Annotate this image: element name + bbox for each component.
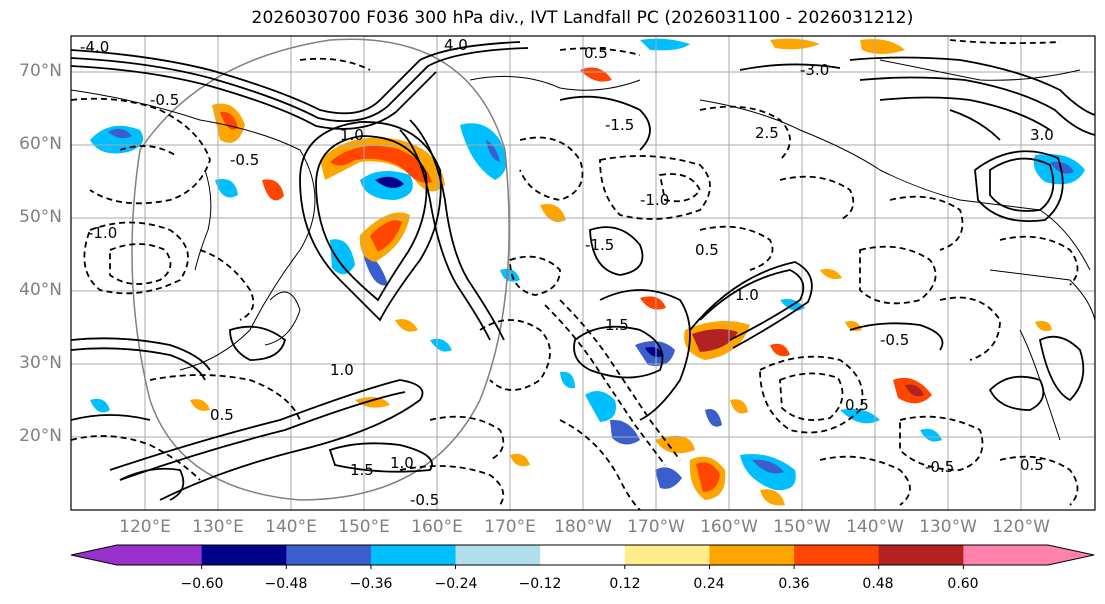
colorbar-tick-label: 0.48 <box>862 576 894 592</box>
contour-label: -1.0 <box>640 191 669 209</box>
colorbar-tick-label: 0.24 <box>693 576 725 592</box>
colorbar-tick-label: −0.36 <box>349 576 393 592</box>
lon-label: 180°W <box>554 517 612 537</box>
colorbar-segment <box>455 545 541 565</box>
colorbar <box>70 544 1095 569</box>
positive-contours <box>71 41 1095 501</box>
contour-label: 0.5 <box>845 396 869 414</box>
lon-label: 160°E <box>411 517 463 537</box>
contour-label: -0.5 <box>230 151 259 169</box>
contour-label: 0.5 <box>210 406 234 424</box>
colorbar-tick-label: 0.60 <box>947 576 979 592</box>
contour-label: -0.5 <box>150 91 179 109</box>
contour-label: 0.5 <box>584 44 608 62</box>
contour-label: -0.5 <box>410 491 439 509</box>
lon-label: 160°W <box>700 517 758 537</box>
colorbar-segment <box>117 545 203 565</box>
negative-contours <box>71 39 1079 510</box>
lat-label: 70°N <box>19 61 62 81</box>
landfall-region-outline <box>131 38 510 501</box>
colorbar-segment <box>963 545 1049 565</box>
lon-label: 120°E <box>119 517 171 537</box>
contour-label: -0.5 <box>925 458 954 476</box>
contour-label: -1.5 <box>585 236 614 254</box>
colorbar-extend-low <box>71 545 117 565</box>
colorbar-tick-label: −0.12 <box>518 576 562 592</box>
contour-label: 3.0 <box>1030 126 1054 144</box>
contour-label: 0.5 <box>1020 456 1044 474</box>
lat-label: 20°N <box>19 426 62 446</box>
colorbar-tick-label: −0.24 <box>434 576 478 592</box>
contour-label: 1.0 <box>330 361 354 379</box>
lat-label: 30°N <box>19 353 62 373</box>
lon-label: 130°E <box>192 517 244 537</box>
map-frame <box>70 35 1096 511</box>
contour-label: -4.0 <box>80 38 109 56</box>
colorbar-segment <box>878 545 964 565</box>
contour-label: 1.0 <box>390 454 414 472</box>
contour-label: -1.5 <box>605 116 634 134</box>
lon-label: 150°W <box>773 517 831 537</box>
contour-label: 1.5 <box>605 316 629 334</box>
lon-label: 140°E <box>265 517 317 537</box>
contour-label: -0.5 <box>880 331 909 349</box>
graticule <box>71 36 1095 510</box>
contour-label: 0.5 <box>695 241 719 259</box>
contour-label: 1.0 <box>735 286 759 304</box>
contour-label: 1.5 <box>350 461 374 479</box>
lon-label: 170°W <box>627 517 685 537</box>
colorbar-tick-label: −0.60 <box>180 576 224 592</box>
contour-label: -3.0 <box>800 61 829 79</box>
lon-label: 170°E <box>484 517 536 537</box>
contour-label: 4.0 <box>444 36 468 54</box>
colorbar-tick-label: 0.12 <box>609 576 641 592</box>
lat-label: 50°N <box>19 207 62 227</box>
figure-title: 2026030700 F036 300 hPa div., IVT Landfa… <box>251 8 914 28</box>
contour-label: 2.5 <box>755 124 779 142</box>
colorbar-segment <box>286 545 372 565</box>
lat-label: 60°N <box>19 134 62 154</box>
divergence-shading-negative <box>90 38 1085 491</box>
colorbar-segment <box>370 545 457 565</box>
lon-label: 120°W <box>992 517 1050 537</box>
contour-label: -1.0 <box>88 224 117 242</box>
map-area: -4.0 4.0 0.5 -0.5 1.0 -1.0 1.5 -1.5 2.5 … <box>71 36 1095 510</box>
contour-labels: -4.0 4.0 0.5 -0.5 1.0 -1.0 1.5 -1.5 2.5 … <box>80 36 1054 509</box>
lon-label: 150°E <box>338 517 390 537</box>
lon-label: 140°W <box>846 517 904 537</box>
contour-label: 1.0 <box>340 126 364 144</box>
lat-label: 40°N <box>19 280 62 300</box>
colorbar-segment <box>201 545 287 565</box>
colorbar-segment <box>540 545 626 565</box>
colorbar-tick-label: 0.36 <box>778 576 810 592</box>
colorbar-outline <box>70 544 1095 566</box>
colorbar-tick-label: −0.48 <box>264 576 308 592</box>
colorbar-extend-high <box>1048 545 1094 565</box>
colorbar-segment <box>794 545 880 565</box>
colorbar-segment <box>624 545 710 565</box>
lon-label: 130°W <box>919 517 977 537</box>
colorbar-segment <box>709 545 795 565</box>
